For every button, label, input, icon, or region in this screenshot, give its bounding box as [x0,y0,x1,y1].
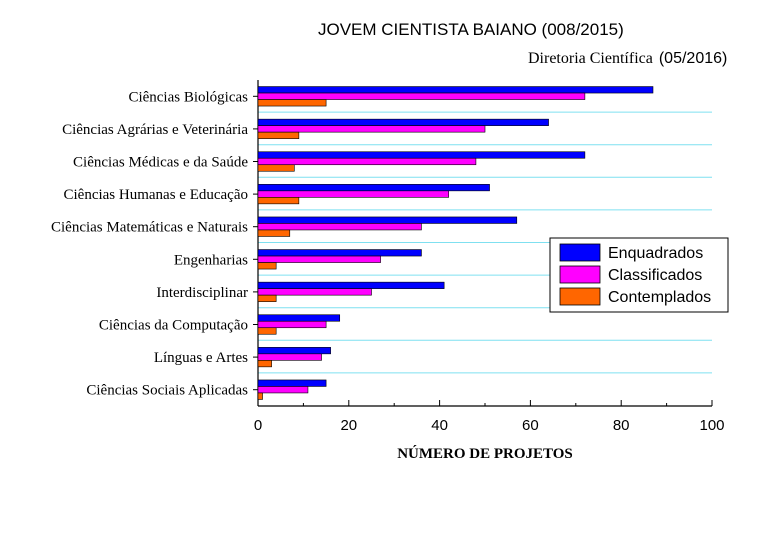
x-tick-label: 80 [613,417,630,434]
bar-enquadrados [257,86,654,94]
bar-classificados [257,320,327,329]
bar-contemplados [257,99,327,107]
legend-swatch [559,243,601,262]
legend-label: Classificados [608,267,702,284]
chart-subtitle: Diretoria Científica (05/2016) [528,50,727,68]
bar-contemplados [257,262,277,270]
bar-classificados [257,255,381,263]
x-tick-label: 100 [699,417,724,434]
bar-enquadrados [257,249,422,257]
legend-swatch [559,287,601,306]
bar-contemplados [257,164,295,172]
bar-classificados [257,223,422,231]
bar-enquadrados [257,379,327,387]
category-label: Ciências Sociais Aplicadas [86,383,248,399]
x-tick-label: 20 [340,417,357,434]
bar-contemplados [257,131,300,139]
category-label: Ciências da Computação [99,318,248,334]
chart-title: JOVEM CIENTISTA BAIANO (008/2015) [318,20,624,39]
category-label: Ciências Biológicas [128,89,248,105]
legend-swatch [559,265,601,284]
category-label: Interdisciplinar [156,285,248,301]
bar-contemplados [257,294,277,302]
bar-enquadrados [257,151,586,159]
category-label: Ciências Humanas e Educação [63,187,248,203]
bar-enquadrados [257,347,331,355]
bar-contemplados [257,327,277,335]
x-tick-label: 40 [431,417,448,434]
category-label: Ciências Agrárias e Veterinária [62,122,248,138]
category-label: Línguas e Artes [154,350,248,366]
x-tick-label: 60 [522,417,539,434]
bar-enquadrados [257,281,445,289]
bar-contemplados [257,360,272,368]
bar-contemplados [257,197,300,205]
bar-contemplados [257,392,263,400]
bar-classificados [257,125,486,133]
x-tick-label: 0 [254,417,262,434]
bar-classificados [257,92,586,100]
bar-classificados [257,386,309,394]
bar-classificados [257,190,449,198]
bar-enquadrados [257,216,518,224]
x-axis-label: NÚMERO DE PROJETOS [397,445,573,462]
category-label: Ciências Matemáticas e Naturais [51,220,248,236]
bar-classificados [257,288,372,296]
bar-enquadrados [257,118,549,126]
bar-contemplados [257,229,291,237]
bar-classificados [257,157,477,166]
bar-enquadrados [257,314,341,322]
bar-enquadrados [257,184,490,192]
legend-label: Enquadrados [608,245,703,262]
subtitle-text: Diretoria Científica [528,50,653,67]
legend-label: Contemplados [608,289,711,306]
bar-classificados [257,353,322,361]
category-label: Engenharias [174,252,248,268]
category-label: Ciências Médicas e da Saúde [73,155,248,171]
subtitle-date: (05/2016) [658,50,728,67]
